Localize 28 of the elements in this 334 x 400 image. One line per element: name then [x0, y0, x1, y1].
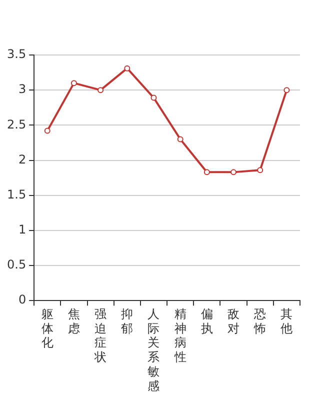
y-tick-label: 0.5 — [6, 258, 26, 272]
point — [98, 87, 104, 94]
y-tick-label: 1.5 — [6, 187, 26, 202]
x-tick-label: 其他 — [280, 306, 293, 336]
point — [44, 128, 50, 134]
point — [70, 80, 77, 86]
point — [257, 167, 264, 174]
point — [230, 169, 237, 176]
point — [150, 94, 157, 101]
x-tick-label: 焦虑 — [68, 306, 80, 336]
y-tick-label: 3.5 — [6, 47, 26, 62]
x-tick-label: 偏执 — [200, 306, 213, 336]
x-tick-label: 精神病性 — [173, 306, 186, 364]
x-tick-label: 恐怖 — [253, 306, 266, 336]
point — [284, 87, 290, 94]
x-tick-label: 敌对 — [228, 306, 240, 336]
point — [177, 136, 184, 142]
point — [204, 169, 210, 176]
x-tick-label: 抑郁 — [121, 306, 134, 336]
y-tick-label: 2 — [18, 152, 26, 166]
y-tick-label: 3 — [18, 82, 26, 96]
y-tick-label: 0 — [18, 292, 26, 307]
x-tick-label: 躯体化 — [41, 306, 54, 350]
x-tick-label: 人际关系敏感 — [148, 306, 160, 393]
x-tick-label: 强迫症状 — [94, 306, 107, 364]
point — [124, 65, 130, 72]
y-tick-label: 1 — [18, 222, 26, 237]
y-tick-label: 2.5 — [6, 117, 26, 132]
